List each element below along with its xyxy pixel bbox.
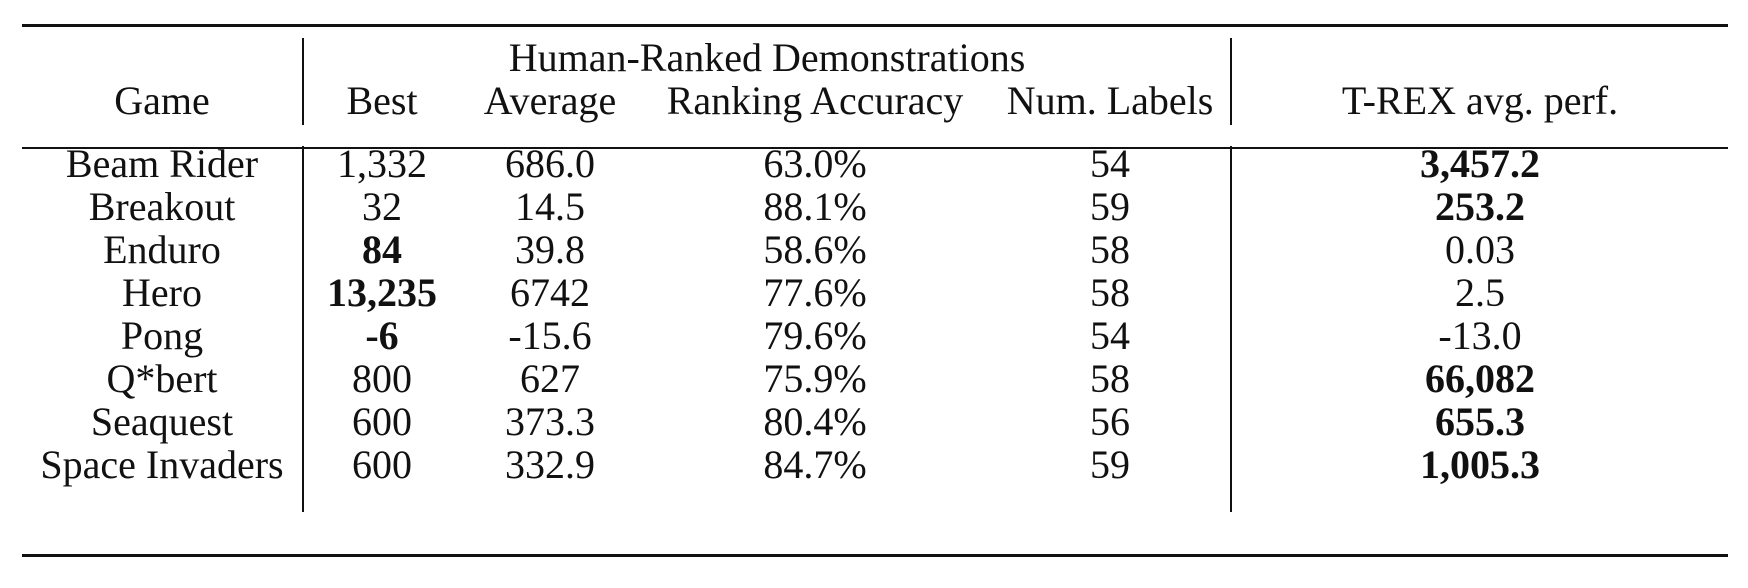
header-separator-right: [1230, 38, 1232, 125]
cell-game: Space Invaders: [40, 442, 284, 487]
cell-accuracy: 84.7%: [763, 442, 867, 487]
cell-trex: 1,005.3: [1420, 442, 1540, 487]
cell-best: 600: [352, 399, 412, 444]
cell-best: 32: [362, 184, 402, 229]
column-header-best: Best: [346, 78, 418, 123]
column-header-num-labels: Num. Labels: [1006, 78, 1214, 123]
group-header: Human-Ranked Demonstrations: [508, 35, 1026, 80]
header-rule: [22, 147, 1728, 149]
cell-average: 373.3: [505, 399, 595, 444]
column-header-trex: T-REX avg. perf.: [1341, 78, 1619, 123]
cell-game: Seaquest: [90, 399, 234, 444]
cell-trex: 0.03: [1445, 227, 1515, 272]
cell-best: 600: [352, 442, 412, 487]
cell-labels: 54: [1090, 313, 1130, 358]
cell-labels: 58: [1090, 227, 1130, 272]
body-separator-right: [1230, 146, 1232, 512]
cell-game: Breakout: [88, 184, 236, 229]
cell-labels: 54: [1090, 141, 1130, 186]
cell-game: Enduro: [103, 227, 221, 272]
cell-average: 627: [520, 356, 580, 401]
cell-average: 332.9: [505, 442, 595, 487]
cell-game: Beam Rider: [65, 141, 259, 186]
cell-accuracy: 63.0%: [763, 141, 867, 186]
cell-labels: 59: [1090, 442, 1130, 487]
header-separator-left: [302, 38, 304, 125]
top-rule: [22, 24, 1728, 27]
cell-best: 84: [362, 227, 402, 272]
column-header-average: Average: [483, 78, 617, 123]
cell-game: Pong: [120, 313, 204, 358]
cell-game: Q*bert: [106, 356, 218, 401]
cell-labels: 56: [1090, 399, 1130, 444]
cell-average: 6742: [510, 270, 590, 315]
cell-trex: 655.3: [1435, 399, 1525, 444]
cell-best: -6: [365, 313, 399, 358]
cell-accuracy: 58.6%: [763, 227, 867, 272]
cell-accuracy: 79.6%: [763, 313, 867, 358]
cell-best: 1,332: [337, 141, 427, 186]
cell-trex: 3,457.2: [1420, 141, 1540, 186]
cell-labels: 59: [1090, 184, 1130, 229]
cell-average: 686.0: [505, 141, 595, 186]
cell-average: 14.5: [515, 184, 585, 229]
cell-labels: 58: [1090, 356, 1130, 401]
cell-best: 800: [352, 356, 412, 401]
cell-accuracy: 88.1%: [763, 184, 867, 229]
cell-best: 13,235: [327, 270, 437, 315]
cell-trex: 253.2: [1435, 184, 1525, 229]
column-header-ranking-accuracy: Ranking Accuracy: [666, 78, 964, 123]
cell-trex: 2.5: [1455, 270, 1505, 315]
body-separator-left: [302, 146, 304, 512]
cell-trex: 66,082: [1425, 356, 1535, 401]
cell-accuracy: 80.4%: [763, 399, 867, 444]
cell-trex: -13.0: [1438, 313, 1522, 358]
cell-accuracy: 75.9%: [763, 356, 867, 401]
cell-accuracy: 77.6%: [763, 270, 867, 315]
bottom-rule: [22, 554, 1728, 557]
cell-average: -15.6: [508, 313, 592, 358]
cell-game: Hero: [122, 270, 202, 315]
column-header-game: Game: [114, 78, 210, 123]
cell-average: 39.8: [515, 227, 585, 272]
cell-labels: 58: [1090, 270, 1130, 315]
